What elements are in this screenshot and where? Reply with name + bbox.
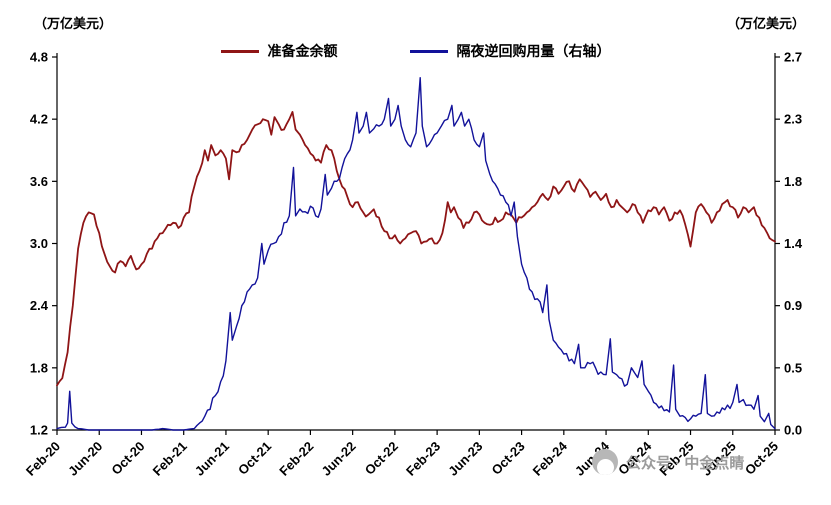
legend: 准备金余额 隔夜逆回购用量（右轴） [0,41,831,61]
right-tick-label: 0.5 [784,360,802,375]
right-tick-label: 0.9 [784,298,802,313]
left-tick-label: 2.4 [30,298,49,313]
legend-line-blue-icon [409,49,448,53]
x-tick-label: Jun-20 [65,439,105,479]
left-tick-label: 3.0 [30,236,48,251]
left-tick-label: 1.2 [30,423,48,438]
left-axis-unit-label: （万亿美元） [34,16,113,31]
x-tick-label: Oct-23 [488,439,527,478]
x-tick-label: Oct-21 [235,439,274,478]
right-axis-unit-label: （万亿美元） [726,16,805,31]
x-tick-label: Feb-20 [23,439,63,479]
left-tick-label: 3.6 [30,174,48,189]
watermark-text: 公众号 · 中金点睛 [626,454,745,472]
right-tick-label: 1.8 [784,174,802,189]
x-tick-label: Oct-25 [742,439,781,478]
x-tick-label: Oct-20 [108,439,147,478]
legend-label-rrp: 隔夜逆回购用量（右轴） [456,43,611,59]
watermark: 公众号 · 中金点睛 [592,449,744,475]
legend-item-reserves: 准备金余额 [220,41,338,61]
right-tick-label: 2.3 [784,112,802,127]
x-tick-label: Jun-21 [192,439,232,479]
left-tick-label: 4.8 [30,50,48,65]
legend-label-reserves: 准备金余额 [267,43,338,59]
x-tick-label: Feb-22 [276,439,316,479]
legend-line-red-icon [220,49,259,53]
series-line-rrp [56,77,776,431]
x-tick-label: Feb-23 [403,439,443,479]
left-tick-label: 4.2 [30,112,48,127]
right-tick-label: 1.4 [784,236,803,251]
x-tick-label: Jun-23 [445,439,485,479]
right-tick-label: 0.0 [784,423,802,438]
x-tick-label: Feb-21 [150,439,190,479]
legend-item-rrp: 隔夜逆回购用量（右轴） [409,41,611,61]
x-tick-label: Feb-24 [530,438,571,479]
right-tick-label: 2.7 [784,50,802,65]
x-tick-label: Oct-22 [362,439,401,478]
left-tick-label: 1.8 [30,360,48,375]
series-line-reserves [56,111,776,387]
watermark-logo-icon [592,449,618,475]
x-tick-label: Jun-22 [319,439,359,479]
